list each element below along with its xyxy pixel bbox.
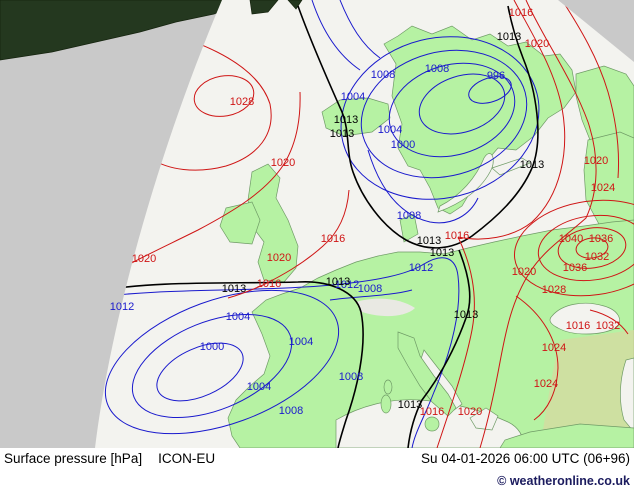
isobars-high [125,0,634,448]
isobar-label: 1013 [222,283,246,295]
isobar-label: 1040 [559,233,583,245]
isobar-label: 1013 [417,235,441,247]
isobar-label: 1008 [339,371,363,383]
isobar-label: 1020 [267,252,291,264]
isobar-label: 1013 [497,31,521,43]
denmark-landmass [399,213,419,243]
isobar-label: 1013 [520,159,544,171]
isobar-label: 1016 [566,320,590,332]
isobars-low [95,0,540,448]
isobar-label: 1000 [200,341,224,353]
product-title: Surface pressure [hPa] [4,451,143,466]
isobar-label: 1028 [230,96,254,108]
footer-left: Surface pressure [hPa] ICON-EU [4,451,215,466]
isobar-label: 1020 [525,38,549,50]
greenland-edge-islands [287,0,303,10]
sardinia-island [380,394,392,414]
isobar-label: 1004 [378,124,402,136]
pressure-map: 1008 100899610041004100010081012101210081… [0,0,634,448]
isobar-label: 1013 [398,399,422,411]
north-africa-coast [499,423,634,448]
isobar-label: 1012 [110,301,134,313]
land-layer [219,0,634,448]
isobar-label: 1016 [321,233,345,245]
copyright-notice: © weatheronline.co.uk [497,474,630,488]
greenland-edge-islands [249,0,279,15]
isobar-label: 1024 [591,182,615,194]
isobar-label: 1012 [335,279,359,291]
isobar-label: 1032 [596,320,620,332]
isobar-label: 1004 [341,91,365,103]
black-sea [549,302,620,335]
isobar-label: 1016 [445,230,469,242]
isobar-label: 1036 [563,262,587,274]
isobar-label: 1008 [358,283,382,295]
isobar-label: 1013 [430,247,454,259]
terrain-tint [540,330,634,448]
isobar-label: 1004 [289,336,313,348]
isobar-label: 996 [487,70,505,82]
isobar-label: 1016 [509,7,533,19]
valid-datetime: Su 04-01-2026 06:00 UTC (06+96) [420,451,630,466]
isobar-label: 1008 [425,63,449,75]
isobar-label: 1016 [257,278,281,290]
isobar-label: 1008 [397,210,421,222]
baltic-sea [437,153,494,213]
isobar-label: 1020 [132,253,156,265]
map-footer: Surface pressure [hPa] ICON-EU Su 04-01-2… [0,448,634,490]
isobar-label: 1013 [454,309,478,321]
isobar-label: 1008 [279,405,303,417]
alps-terrain [356,298,415,317]
isobar-label: 1008 [371,69,395,81]
isobar-label: 1013 [326,276,350,288]
isobar-label: 1020 [271,157,295,169]
isobar-label: 1028 [542,284,566,296]
isobar-label-layer: 1008 100899610041004100010081012101210081… [110,7,620,418]
isobar-label: 1020 [458,406,482,418]
isobar-label: 1000 [391,139,415,151]
sicily-island [424,416,440,432]
isobar-label: 1020 [584,155,608,167]
aegean-sea [469,407,499,431]
isobar-label: 1024 [542,342,566,354]
iceland-landmass [321,97,391,137]
isobar-label: 1036 [589,233,613,245]
isobar-label: 1013 [334,114,358,126]
isobars-reference [95,5,539,448]
isobar-label: 1013 [330,128,354,140]
isobar-label: 1024 [534,378,558,390]
isobar-label: 1004 [247,381,271,393]
isobar-label: 1016 [420,406,444,418]
corsica-island [383,379,393,395]
europe-landmass [227,219,634,448]
isobar-label: 1020 [512,266,536,278]
gulf-of-finland [491,157,531,176]
isobar-label: 1004 [226,311,250,323]
italy-landmass [397,331,457,417]
model-name: ICON-EU [158,451,216,466]
isobar-label: 1032 [585,251,609,263]
isobar-label: 1012 [409,262,433,274]
